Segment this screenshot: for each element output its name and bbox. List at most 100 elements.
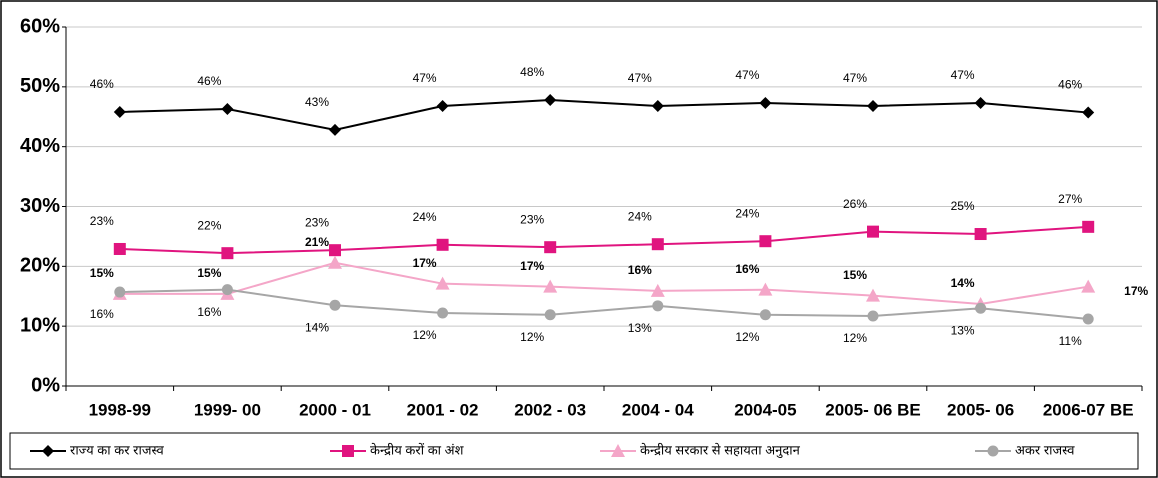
legend-label: केन्द्रीय सरकार से सहायता अनुदान (640, 442, 801, 458)
data-label: 17% (520, 259, 544, 273)
data-label: 23% (90, 214, 114, 228)
marker (437, 307, 449, 319)
marker (867, 99, 879, 112)
data-label: 27% (1058, 192, 1082, 206)
marker (987, 445, 999, 457)
x-tick-label: 2001 - 02 (407, 400, 479, 419)
data-label: 21% (305, 235, 329, 249)
data-label: 17% (1124, 284, 1148, 298)
data-label: 43% (305, 95, 329, 109)
data-label: 12% (413, 328, 437, 342)
marker (329, 244, 341, 257)
marker (611, 444, 625, 457)
x-tick-label: 2004 - 04 (622, 400, 694, 419)
marker (114, 286, 126, 298)
x-tick-label: 1998-99 (89, 400, 151, 419)
data-label: 47% (843, 71, 867, 85)
marker (1082, 220, 1095, 233)
marker (436, 238, 449, 251)
marker (221, 284, 233, 296)
marker (652, 300, 664, 312)
marker (759, 309, 771, 321)
marker (974, 228, 987, 241)
x-tick-label: 2005- 06 BE (825, 400, 920, 419)
legend-label: अकर राजस्व (1015, 442, 1075, 457)
data-label: 16% (90, 307, 114, 321)
data-label: 16% (735, 262, 759, 276)
marker (436, 99, 449, 112)
marker (42, 445, 54, 457)
data-label: 12% (843, 331, 867, 345)
data-label: 23% (305, 215, 329, 229)
marker (867, 225, 879, 238)
marker (974, 96, 987, 109)
data-label: 46% (197, 74, 221, 88)
data-label: 15% (90, 266, 114, 280)
data-label: 16% (197, 305, 221, 319)
legend-box (9, 432, 1139, 470)
marker (1081, 279, 1096, 293)
marker (651, 238, 664, 251)
y-tick-label: 60% (20, 15, 60, 37)
data-label: 26% (843, 197, 867, 211)
series-line (119, 261, 1089, 306)
y-tick-label: 50% (20, 75, 60, 97)
y-tick-label: 0% (31, 374, 60, 396)
series-line (119, 98, 1089, 131)
series-line (119, 288, 1089, 320)
marker (544, 241, 557, 254)
data-label: 17% (413, 256, 437, 270)
marker (758, 282, 773, 296)
data-label: 47% (413, 71, 437, 85)
data-label: 16% (628, 263, 652, 277)
y-tick-label: 10% (20, 314, 60, 336)
data-label: 46% (90, 77, 114, 91)
marker (329, 123, 341, 136)
data-label: 25% (951, 199, 975, 213)
data-label: 12% (735, 330, 759, 344)
marker (342, 445, 354, 457)
x-tick-label: 2005- 06 (947, 400, 1014, 419)
y-tick-label: 20% (20, 255, 60, 277)
series-line (119, 225, 1089, 255)
data-label: 48% (520, 65, 544, 79)
data-label: 15% (843, 268, 867, 282)
data-label: 14% (305, 320, 329, 334)
data-label: 24% (735, 206, 759, 220)
data-label: 13% (951, 323, 975, 337)
marker (1082, 106, 1095, 119)
marker (328, 255, 342, 269)
marker (759, 96, 772, 109)
legend-label: केन्द्रीय करों का अंश (370, 442, 465, 457)
legend-label: राज्य का कर राजस्व (70, 442, 165, 457)
x-tick-label: 2000 - 01 (299, 400, 371, 419)
data-label: 23% (520, 212, 544, 226)
data-label: 22% (197, 218, 221, 232)
marker (867, 310, 879, 322)
data-label: 14% (951, 276, 975, 290)
data-label: 11% (1059, 334, 1082, 348)
y-tick-label: 40% (20, 135, 60, 157)
marker (113, 105, 126, 118)
x-tick-label: 2004-05 (734, 400, 796, 419)
x-tick-label: 1999- 00 (194, 400, 261, 419)
marker (113, 242, 126, 255)
data-label: 46% (1058, 78, 1082, 92)
marker (543, 279, 558, 293)
marker (329, 299, 341, 311)
data-label: 15% (197, 266, 221, 280)
marker (650, 283, 665, 297)
x-tick-label: 2002 - 03 (514, 400, 586, 419)
data-label: 47% (628, 71, 652, 85)
data-label: 12% (520, 330, 544, 344)
data-label: 47% (951, 68, 975, 82)
marker (435, 276, 450, 290)
data-label: 24% (413, 210, 437, 224)
marker (651, 99, 664, 112)
data-label: 47% (735, 68, 759, 82)
marker (221, 247, 234, 260)
marker (544, 309, 556, 321)
marker (975, 302, 987, 314)
